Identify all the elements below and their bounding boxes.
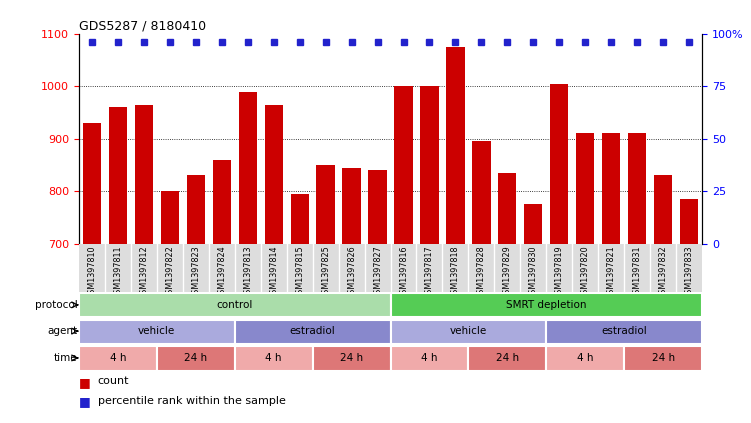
Text: estradiol: estradiol xyxy=(602,326,647,336)
Bar xyxy=(624,346,702,371)
Bar xyxy=(161,191,179,244)
Text: GSM1397831: GSM1397831 xyxy=(633,246,642,299)
Text: GSM1397827: GSM1397827 xyxy=(373,246,382,299)
Bar xyxy=(421,86,439,244)
Text: GSM1397820: GSM1397820 xyxy=(581,246,590,299)
Bar xyxy=(547,346,624,371)
Bar xyxy=(391,319,547,344)
Bar xyxy=(134,104,153,244)
Text: vehicle: vehicle xyxy=(450,326,487,336)
Bar xyxy=(469,346,547,371)
Text: GDS5287 / 8180410: GDS5287 / 8180410 xyxy=(79,20,206,33)
Text: percentile rank within the sample: percentile rank within the sample xyxy=(98,396,285,406)
Bar xyxy=(602,134,620,244)
Text: GSM1397810: GSM1397810 xyxy=(87,246,96,299)
Text: count: count xyxy=(98,376,129,387)
Bar xyxy=(576,134,594,244)
Text: GSM1397815: GSM1397815 xyxy=(295,246,304,299)
Bar xyxy=(239,91,257,244)
Text: 4 h: 4 h xyxy=(577,353,593,363)
Text: protocol: protocol xyxy=(35,300,77,310)
Text: GSM1397822: GSM1397822 xyxy=(165,246,174,299)
Bar xyxy=(446,47,465,244)
Text: agent: agent xyxy=(47,326,77,336)
Bar xyxy=(264,104,282,244)
Bar xyxy=(654,176,672,244)
Text: GSM1397821: GSM1397821 xyxy=(607,246,616,299)
Bar xyxy=(157,346,234,371)
Text: 24 h: 24 h xyxy=(184,353,207,363)
Bar xyxy=(391,346,469,371)
Text: GSM1397812: GSM1397812 xyxy=(139,246,148,299)
Bar xyxy=(524,204,542,244)
Text: estradiol: estradiol xyxy=(290,326,336,336)
Bar xyxy=(499,173,517,244)
Text: ■: ■ xyxy=(79,376,91,390)
Text: control: control xyxy=(216,300,253,310)
Bar xyxy=(472,141,490,244)
Bar xyxy=(109,107,127,244)
Text: GSM1397819: GSM1397819 xyxy=(555,246,564,299)
Text: 24 h: 24 h xyxy=(340,353,363,363)
Bar xyxy=(316,165,335,244)
Bar xyxy=(234,346,312,371)
Text: GSM1397826: GSM1397826 xyxy=(347,246,356,299)
Text: GSM1397832: GSM1397832 xyxy=(659,246,668,299)
Text: GSM1397814: GSM1397814 xyxy=(269,246,278,299)
Text: 24 h: 24 h xyxy=(496,353,519,363)
Bar xyxy=(312,346,391,371)
Text: GSM1397830: GSM1397830 xyxy=(529,246,538,299)
Text: SMRT depletion: SMRT depletion xyxy=(506,300,587,310)
Text: GSM1397816: GSM1397816 xyxy=(399,246,408,299)
Bar xyxy=(394,86,412,244)
Bar xyxy=(79,319,234,344)
Text: GSM1397811: GSM1397811 xyxy=(113,246,122,299)
Text: GSM1397817: GSM1397817 xyxy=(425,246,434,299)
Bar xyxy=(83,123,101,244)
Bar xyxy=(680,199,698,244)
Text: time: time xyxy=(54,353,77,363)
Text: GSM1397823: GSM1397823 xyxy=(192,246,201,299)
Text: GSM1397833: GSM1397833 xyxy=(685,246,694,299)
Bar xyxy=(628,134,647,244)
Bar xyxy=(213,160,231,244)
Bar xyxy=(234,319,391,344)
Text: 4 h: 4 h xyxy=(110,353,126,363)
Text: GSM1397824: GSM1397824 xyxy=(217,246,226,299)
Bar xyxy=(79,346,157,371)
Bar xyxy=(187,176,205,244)
Bar xyxy=(547,319,702,344)
Text: GSM1397829: GSM1397829 xyxy=(503,246,512,299)
Bar xyxy=(342,168,360,244)
Text: vehicle: vehicle xyxy=(138,326,176,336)
Text: GSM1397828: GSM1397828 xyxy=(477,246,486,299)
Text: GSM1397813: GSM1397813 xyxy=(243,246,252,299)
Bar xyxy=(79,293,391,318)
Text: GSM1397818: GSM1397818 xyxy=(451,246,460,299)
Text: 24 h: 24 h xyxy=(652,353,675,363)
Text: ■: ■ xyxy=(79,396,91,409)
Bar xyxy=(291,194,309,244)
Bar xyxy=(550,84,569,244)
Text: GSM1397825: GSM1397825 xyxy=(321,246,330,299)
Bar xyxy=(369,170,387,244)
Bar xyxy=(391,293,702,318)
Text: 4 h: 4 h xyxy=(265,353,282,363)
Text: 4 h: 4 h xyxy=(421,353,438,363)
